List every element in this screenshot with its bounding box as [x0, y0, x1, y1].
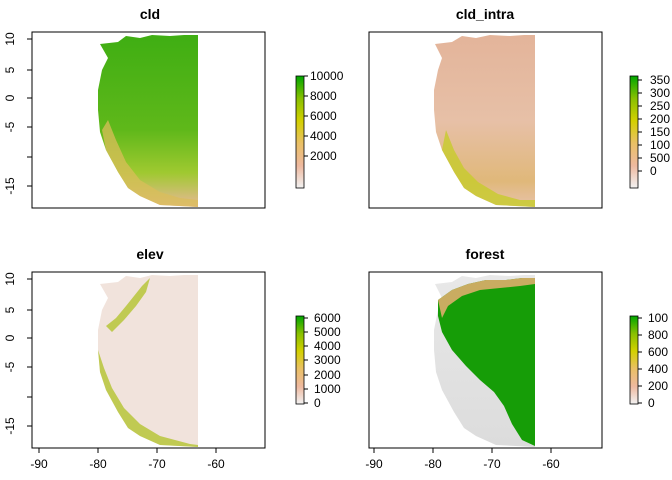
x-tick-label: -60 [207, 457, 225, 471]
legend-label: 100 [650, 138, 670, 152]
x-tick-label: -60 [542, 457, 560, 471]
legend: 10000 8000 6000 4000 2000 [295, 69, 344, 189]
legend-label: 8000 [310, 89, 337, 103]
andes-band [442, 130, 535, 207]
legend-label: 6000 [310, 109, 337, 123]
legend: 350 300 250 200 150 100 500 0 [629, 73, 670, 189]
y-tick-label: 5 [3, 66, 17, 73]
y-axis: 10 5 0 -5 -15 [3, 32, 32, 195]
x-axis: -90 -80 -70 -60 [30, 448, 225, 471]
panel-elev: elev 10 5 0 -5 -15 -90 -80 -70 -60 [3, 246, 341, 471]
legend-label: 4000 [314, 339, 341, 353]
legend-label: 6000 [314, 311, 341, 325]
legend-label: 100 [648, 311, 668, 325]
legend-colorbar [629, 75, 639, 189]
panel-forest: forest -90 -80 -70 -60 100 [365, 246, 668, 471]
y-tick-label: 10 [3, 32, 17, 46]
y-tick-label: -15 [3, 177, 17, 195]
legend-colorbar [629, 315, 639, 405]
y-tick-label: 0 [3, 94, 17, 101]
legend-label: 150 [650, 125, 670, 139]
legend-label: 400 [648, 362, 668, 376]
forest-cover [438, 278, 535, 446]
legend-label: 300 [650, 86, 670, 100]
panel-title: elev [136, 246, 163, 262]
legend-label: 0 [648, 396, 655, 410]
legend: 100 800 600 400 200 0 [629, 311, 668, 410]
legend-label: 4000 [310, 129, 337, 143]
legend-label: 5000 [314, 325, 341, 339]
andes-band [98, 278, 198, 447]
legend-label: 1000 [314, 382, 341, 396]
y-axis: 10 5 0 -5 -15 [3, 272, 32, 435]
legend-label: 2000 [310, 149, 337, 163]
y-tick-label: -15 [3, 417, 17, 435]
legend-label: 350 [650, 73, 670, 87]
y-tick-label: -5 [3, 121, 17, 132]
map-raster [98, 275, 198, 447]
legend: 6000 5000 4000 3000 2000 1000 0 [295, 311, 341, 410]
x-tick-label: -70 [148, 457, 166, 471]
plot-frame [31, 271, 266, 449]
map-raster [434, 35, 535, 207]
x-axis: -90 -80 -70 -60 [365, 448, 560, 471]
x-tick-label: -80 [89, 457, 107, 471]
x-tick-label: -90 [365, 457, 383, 471]
legend-label: 0 [650, 164, 657, 178]
y-tick-label: 0 [3, 334, 17, 341]
plot-frame [368, 31, 603, 209]
andes-band [102, 120, 198, 207]
plot-frame [368, 271, 603, 449]
legend-label: 800 [648, 328, 668, 342]
legend-label: 200 [650, 112, 670, 126]
legend-label: 0 [314, 396, 321, 410]
map-raster [98, 35, 198, 207]
x-tick-label: -80 [424, 457, 442, 471]
x-tick-label: -70 [483, 457, 501, 471]
x-tick-label: -90 [30, 457, 48, 471]
panel-title: forest [466, 246, 505, 262]
legend-colorbar [295, 75, 305, 189]
panel-cld-intra: cld_intra 350 300 250 200 150 100 500 0 [368, 6, 670, 209]
legend-colorbar [295, 315, 305, 405]
y-tick-label: 5 [3, 306, 17, 313]
y-tick-label: -5 [3, 361, 17, 372]
legend-label: 250 [650, 99, 670, 113]
legend-label: 500 [650, 151, 670, 165]
y-tick-label: 10 [3, 272, 17, 286]
legend-label: 2000 [314, 368, 341, 382]
forest-edge [438, 278, 535, 318]
panel-title: cld [140, 6, 160, 22]
panel-title: cld_intra [456, 6, 515, 22]
legend-label: 200 [648, 379, 668, 393]
panel-cld: cld 10 5 0 -5 -15 10000 [3, 6, 344, 209]
plot-frame [31, 31, 266, 209]
legend-label: 600 [648, 345, 668, 359]
legend-label: 3000 [314, 353, 341, 367]
legend-label: 10000 [310, 69, 344, 83]
